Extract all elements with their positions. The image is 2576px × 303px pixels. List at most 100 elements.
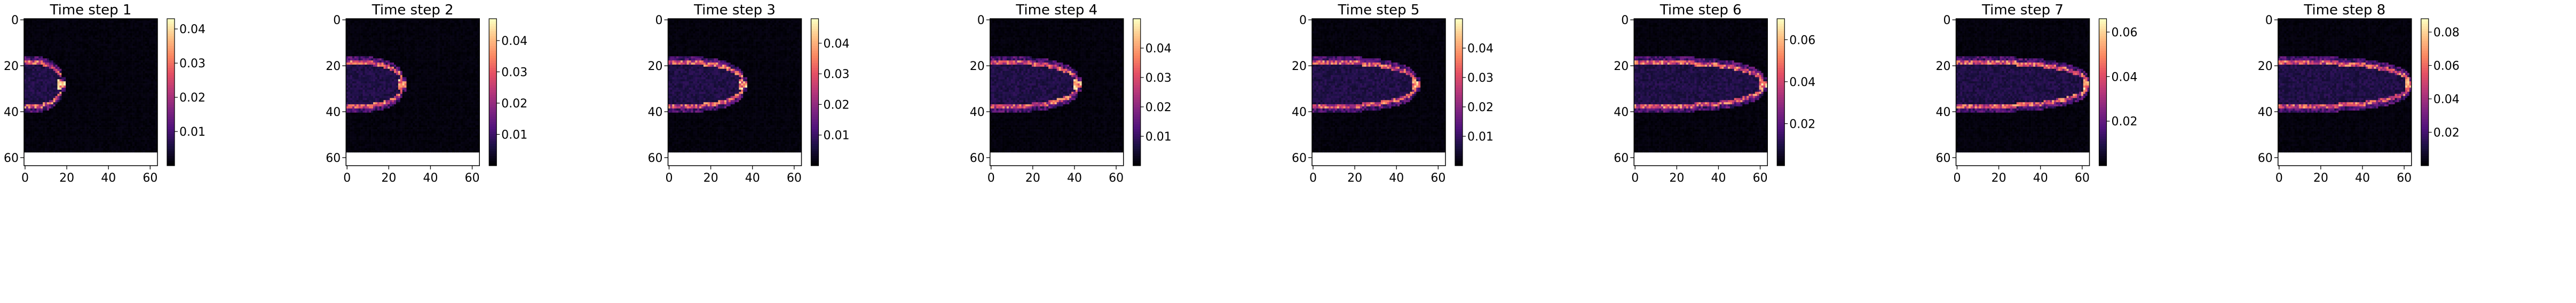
heatmap-cell [120, 83, 122, 86]
heatmap-cell [122, 121, 124, 123]
heatmap-cell [371, 44, 373, 46]
heatmap-cell [56, 65, 58, 67]
heatmap-cell [82, 33, 84, 35]
heatmap-cell [28, 150, 30, 152]
heatmap-cell [64, 21, 66, 23]
heatmap-cell [130, 48, 132, 50]
heatmap-cell [417, 44, 419, 46]
heatmap-cell [141, 75, 143, 77]
heatmap-cell [64, 52, 66, 55]
heatmap-cell [143, 60, 145, 63]
heatmap-cell [66, 79, 68, 81]
heatmap-cell [68, 127, 70, 129]
heatmap-cell [135, 86, 137, 88]
heatmap-cell [141, 140, 143, 142]
heatmap-cell [143, 92, 145, 94]
heatmap-cell [402, 33, 405, 35]
heatmap-cell [130, 42, 132, 44]
heatmap-cell [38, 146, 41, 148]
heatmap-cell [126, 115, 128, 117]
heatmap-cell [151, 48, 153, 50]
heatmap-cell [66, 104, 68, 106]
heatmap-cell [72, 125, 74, 127]
heatmap-cell [132, 144, 135, 146]
heatmap-cell [35, 106, 37, 108]
heatmap-cell [82, 90, 84, 92]
heatmap-cell [112, 134, 114, 136]
heatmap-cell [114, 104, 116, 106]
heatmap-cell [451, 31, 453, 33]
heatmap-cell [59, 42, 61, 44]
heatmap-cell [151, 150, 153, 152]
heatmap-cell [53, 35, 56, 37]
heatmap-cell [149, 98, 151, 100]
heatmap-cell [153, 117, 155, 119]
heatmap-cell [36, 96, 38, 98]
heatmap-cell [89, 60, 91, 63]
heatmap-cell [78, 100, 81, 102]
heatmap-cell [107, 46, 109, 48]
heatmap-cell [89, 29, 91, 32]
heatmap-cell [126, 150, 128, 152]
heatmap-cell [58, 86, 60, 88]
heatmap-cell [41, 96, 43, 98]
heatmap-cell [436, 23, 438, 25]
heatmap-cell [363, 44, 365, 46]
heatmap-cell [114, 146, 116, 148]
heatmap-cell [61, 52, 64, 55]
heatmap-cell [120, 111, 122, 113]
heatmap-cell [143, 134, 145, 136]
heatmap-cell [141, 129, 143, 131]
heatmap-cell [396, 23, 398, 25]
heatmap-cell [64, 25, 66, 27]
heatmap-cell [126, 100, 128, 102]
heatmap-cell [153, 127, 155, 129]
heatmap-cell [66, 65, 68, 67]
heatmap-cell [35, 119, 37, 121]
heatmap-cell [68, 75, 70, 77]
heatmap-cell [53, 125, 56, 127]
heatmap-cell [38, 144, 41, 146]
heatmap-cell [141, 115, 143, 117]
heatmap-cell [348, 42, 350, 44]
heatmap-cell [105, 106, 107, 108]
heatmap-cell [128, 140, 130, 142]
heatmap-cell [137, 63, 139, 65]
heatmap-cell [116, 63, 118, 65]
heatmap-cell [103, 50, 105, 52]
heatmap-cell [80, 150, 82, 152]
heatmap-cell [124, 65, 127, 67]
heatmap-cell [459, 25, 461, 27]
heatmap-cell [369, 31, 371, 33]
heatmap-cell [451, 33, 453, 35]
heatmap-cell [84, 81, 86, 83]
heatmap-cell [149, 50, 151, 52]
heatmap-cell [99, 71, 101, 73]
heatmap-cell [388, 31, 390, 33]
heatmap-cell [89, 92, 91, 94]
heatmap-cell [410, 37, 413, 40]
heatmap-cell [86, 90, 89, 92]
heatmap-cell [76, 136, 78, 138]
heatmap-cell [425, 33, 428, 35]
heatmap-cell [80, 88, 82, 90]
heatmap-cell [135, 98, 137, 100]
heatmap-cell [463, 37, 465, 40]
heatmap-cell [141, 125, 143, 127]
heatmap-cell [149, 71, 151, 73]
heatmap-cell [354, 27, 357, 29]
heatmap-cell [59, 96, 61, 98]
heatmap-cell [70, 27, 72, 29]
heatmap-cell [93, 96, 95, 98]
heatmap-cell [68, 31, 70, 33]
heatmap-cell [153, 88, 155, 90]
heatmap-cell [112, 100, 114, 102]
heatmap-cell [103, 42, 105, 44]
heatmap-cell [407, 23, 409, 25]
heatmap-cell [132, 125, 135, 127]
heatmap-cell [151, 56, 153, 58]
heatmap-cell [51, 77, 53, 79]
heatmap-cell [137, 148, 139, 150]
heatmap-cell [442, 33, 444, 35]
heatmap-cell [97, 77, 99, 79]
